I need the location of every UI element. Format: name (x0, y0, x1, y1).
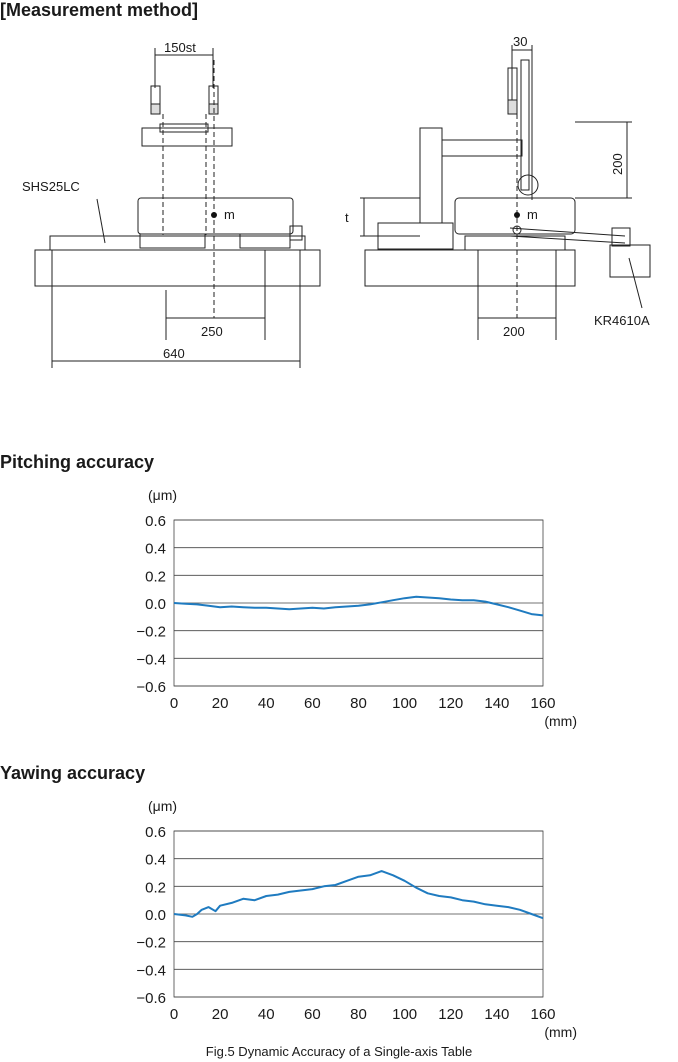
dial-gauge-clamp (507, 99, 518, 115)
pitching-heading: Pitching accuracy (0, 452, 155, 472)
y-axis-unit-label: (μm) (148, 487, 177, 503)
x-tick-label: 160 (530, 1006, 555, 1023)
x-tick-label: 20 (212, 1006, 229, 1023)
dim-label-30: 30 (513, 34, 527, 49)
y-tick-label: 0.0 (145, 907, 166, 924)
y-tick-label: 0.4 (145, 541, 166, 558)
x-axis-unit-label: (mm) (544, 713, 577, 729)
mass-point-marker (211, 212, 217, 218)
dim-label-200-bottom: 200 (503, 324, 525, 339)
y-tick-label: 0.2 (145, 568, 166, 585)
y-tick-label: 0.6 (145, 824, 166, 841)
y-tick-label: −0.6 (136, 990, 166, 1007)
label-kr4610a: KR4610A (594, 313, 650, 328)
y-axis-unit-label: (μm) (148, 798, 177, 814)
x-tick-label: 0 (170, 1006, 178, 1023)
x-tick-label: 40 (258, 695, 275, 712)
measurement-diagram: 150st SHS25LC m 250 640 30 20 (22, 34, 651, 368)
series-line (173, 870, 544, 920)
label-m-right: m (527, 207, 538, 222)
gauge-holder-block (141, 127, 233, 147)
label-shs25lc: SHS25LC (22, 179, 80, 194)
y-tick-label: −0.4 (136, 962, 166, 979)
x-tick-label: 80 (350, 1006, 367, 1023)
stand-knob (517, 174, 539, 196)
label-m-left: m (224, 207, 235, 222)
series-line (173, 595, 544, 617)
link-arm (509, 227, 626, 237)
dim-label-200-vertical: 200 (610, 153, 625, 175)
y-tick-label: 0.4 (145, 852, 166, 869)
pitching-accuracy-chart: 0.6 0.4 0.2 0.0 −0.2 −0.4 −0.60 20 40 60 80 100 120 1… (136, 487, 577, 729)
x-tick-label: 60 (304, 1006, 321, 1023)
leader-shs25lc (96, 198, 106, 244)
x-tick-label: 140 (484, 695, 509, 712)
base-plate-front (34, 249, 321, 287)
leader-kr4610a (628, 257, 643, 309)
yawing-accuracy-chart: 0.6 0.4 0.2 0.0 −0.2 −0.4 −0.60 20 40 60 80 100 120 1… (136, 798, 577, 1040)
x-axis-unit-label: (mm) (544, 1024, 577, 1040)
table-body-front (137, 197, 294, 235)
y-tick-label: 0.2 (145, 879, 166, 896)
y-tick-label: 0.6 (145, 513, 166, 530)
label-t: t (345, 210, 349, 225)
x-tick-label: 60 (304, 695, 321, 712)
dim-label-250: 250 (201, 324, 223, 339)
dial-gauge-body (150, 85, 161, 105)
actuator-head (611, 227, 631, 247)
x-tick-label: 80 (350, 695, 367, 712)
x-tick-label: 120 (438, 1006, 463, 1023)
link-arm (509, 235, 626, 244)
x-tick-label: 40 (258, 1006, 275, 1023)
x-tick-label: 100 (392, 695, 417, 712)
mass-point-marker (514, 212, 520, 218)
figure-caption: Fig.5 Dynamic Accuracy of a Single-axis … (205, 1044, 473, 1059)
y-tick-label: −0.2 (136, 935, 166, 952)
x-tick-label: 120 (438, 695, 463, 712)
x-tick-label: 0 (170, 695, 178, 712)
actuator-kr4610a (609, 244, 651, 278)
y-tick-label: −0.6 (136, 679, 166, 696)
block-carriage (139, 233, 206, 249)
horizontal-arm (441, 139, 523, 157)
block-carriage (239, 233, 291, 249)
y-tick-label: −0.4 (136, 651, 166, 668)
yawing-heading: Yawing accuracy (0, 763, 146, 783)
motor-end (289, 225, 303, 241)
gauge-stand-pole (520, 59, 530, 191)
y-tick-label: 0.0 (145, 596, 166, 613)
x-tick-label: 140 (484, 1006, 509, 1023)
dim-label-640: 640 (163, 346, 185, 361)
x-tick-label: 100 (392, 1006, 417, 1023)
dim-label-150st: 150st (164, 40, 196, 55)
gauge-holder-top (159, 123, 209, 133)
column-upright (419, 127, 443, 224)
x-tick-label: 20 (212, 695, 229, 712)
measurement-method-heading: [Measurement method] (0, 0, 199, 20)
base-plate-side (364, 249, 576, 287)
y-tick-label: −0.2 (136, 624, 166, 641)
x-tick-label: 160 (530, 695, 555, 712)
dial-gauge-clamp (150, 103, 161, 115)
probe-contact-marker (512, 225, 522, 235)
